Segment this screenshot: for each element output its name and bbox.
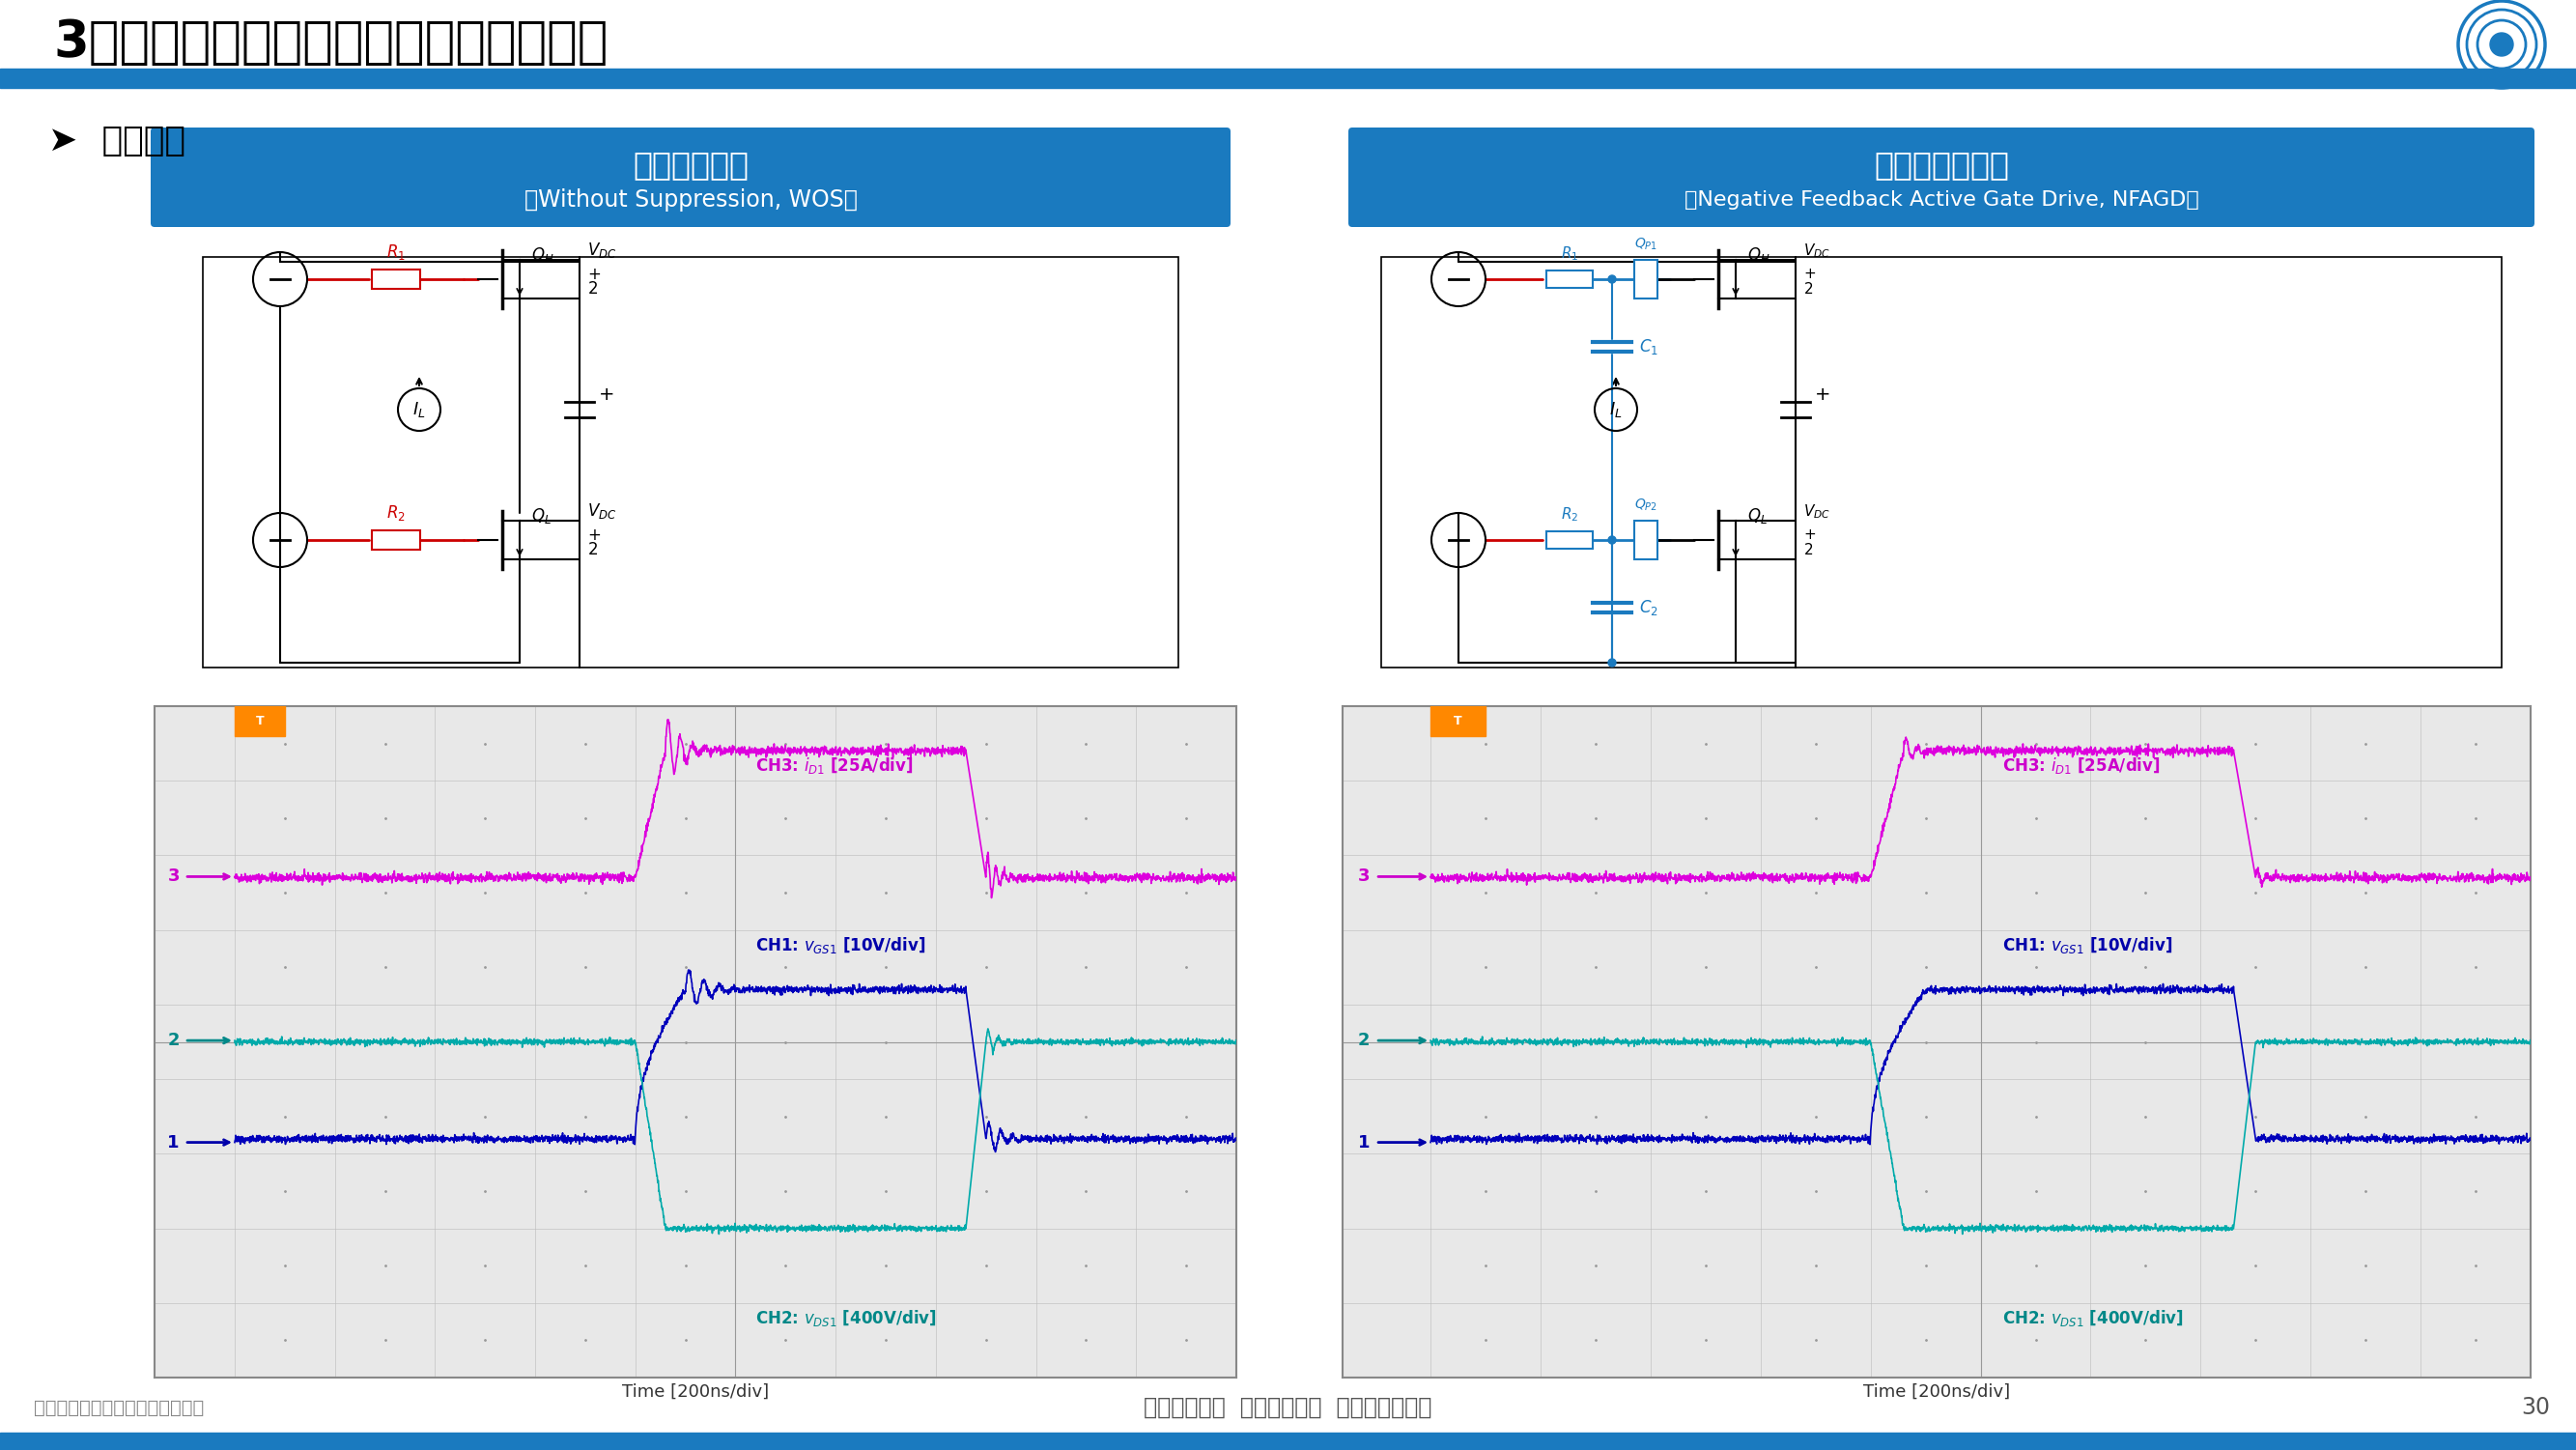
Text: 北京交通大学  电气工程学院  电力电子研究所: 北京交通大学 电气工程学院 电力电子研究所: [1144, 1396, 1432, 1420]
Text: $+$: $+$: [587, 265, 600, 283]
Text: ➤  对照实验: ➤ 对照实验: [49, 125, 185, 158]
Text: T: T: [1453, 715, 1463, 728]
Circle shape: [1607, 276, 1615, 283]
FancyBboxPatch shape: [149, 128, 1231, 228]
Text: $I_L$: $I_L$: [1610, 400, 1623, 419]
Text: $2$: $2$: [1803, 281, 1814, 297]
Bar: [1430, 706, 1486, 737]
Text: $Q_H$: $Q_H$: [1747, 245, 1770, 265]
Bar: [204, 257, 1177, 667]
Text: （Negative Feedback Active Gate Drive, NFAGD）: （Negative Feedback Active Gate Drive, NF…: [1685, 190, 2200, 210]
Text: CH3: $i_{D1}$ [25A/div]: CH3: $i_{D1}$ [25A/div]: [2002, 755, 2161, 776]
Circle shape: [2491, 33, 2514, 57]
Text: CH1: $v_{GS1}$ [10V/div]: CH1: $v_{GS1}$ [10V/div]: [755, 935, 925, 956]
Text: $Q_L$: $Q_L$: [1747, 506, 1767, 525]
Text: 2: 2: [167, 1032, 180, 1050]
Text: 3: 3: [1358, 869, 1370, 886]
Text: $+$: $+$: [1803, 528, 1816, 542]
Text: $V_{DC}$: $V_{DC}$: [587, 241, 616, 260]
Text: CH2: $v_{DS1}$ [400V/div]: CH2: $v_{DS1}$ [400V/div]: [755, 1308, 938, 1328]
Text: 30: 30: [2522, 1396, 2550, 1420]
Text: +: +: [598, 386, 616, 405]
Bar: [2494, 39, 2509, 52]
Text: $C_2$: $C_2$: [1638, 597, 1659, 618]
X-axis label: Time [200ns/div]: Time [200ns/div]: [1862, 1383, 2009, 1401]
Text: $C_1$: $C_1$: [1638, 338, 1659, 357]
Text: $Q_{P1}$: $Q_{P1}$: [1633, 236, 1656, 252]
Text: CH3: $i_{D1}$ [25A/div]: CH3: $i_{D1}$ [25A/div]: [755, 755, 914, 776]
Text: $2$: $2$: [587, 541, 598, 558]
Bar: [0, 1433, 2576, 1450]
Text: $R_1$: $R_1$: [386, 242, 404, 262]
Text: $V_{DC}$: $V_{DC}$: [587, 502, 616, 521]
Bar: [1381, 257, 2501, 667]
Text: $V_{DC}$: $V_{DC}$: [1803, 242, 1832, 260]
Text: CH2: $v_{DS1}$ [400V/div]: CH2: $v_{DS1}$ [400V/div]: [2002, 1308, 2184, 1328]
Text: $Q_{P2}$: $Q_{P2}$: [1633, 497, 1656, 513]
Text: +: +: [1816, 386, 1832, 405]
Text: 无抑制的驱动: 无抑制的驱动: [634, 148, 750, 180]
Text: 1: 1: [1358, 1134, 1370, 1151]
X-axis label: Time [200ns/div]: Time [200ns/div]: [621, 1383, 768, 1401]
Text: $I_L$: $I_L$: [412, 400, 425, 419]
Bar: [1546, 531, 1592, 548]
Circle shape: [1607, 658, 1615, 667]
Bar: [371, 270, 420, 289]
Bar: [0, 68, 2576, 88]
Text: $+$: $+$: [587, 526, 600, 544]
Text: 3、基于跨导增益负反馈机理的干扰抑制: 3、基于跨导增益负反馈机理的干扰抑制: [54, 17, 608, 68]
Text: $Q_L$: $Q_L$: [531, 506, 551, 525]
Text: $2$: $2$: [1803, 542, 1814, 557]
Text: $R_1$: $R_1$: [1561, 245, 1579, 262]
Text: $R_2$: $R_2$: [386, 503, 404, 522]
Text: 负反馈有源驱动: 负反馈有源驱动: [1873, 148, 2009, 180]
Text: $V_{DC}$: $V_{DC}$: [1803, 503, 1832, 521]
Text: $R_2$: $R_2$: [1561, 506, 1579, 523]
Text: CH1: $v_{GS1}$ [10V/div]: CH1: $v_{GS1}$ [10V/div]: [2002, 935, 2174, 956]
Bar: [234, 706, 286, 737]
Text: $2$: $2$: [587, 280, 598, 297]
Bar: [371, 531, 420, 550]
Text: T: T: [255, 715, 263, 728]
Text: （Without Suppression, WOS）: （Without Suppression, WOS）: [523, 188, 858, 212]
Text: $Q_H$: $Q_H$: [531, 245, 554, 265]
FancyBboxPatch shape: [1347, 128, 2535, 228]
Text: 中国电工技术学会新媒体平台发布: 中国电工技术学会新媒体平台发布: [33, 1398, 204, 1417]
Text: 2: 2: [1358, 1032, 1370, 1050]
Text: $+$: $+$: [1803, 267, 1816, 281]
Text: 3: 3: [167, 869, 180, 886]
Bar: [1633, 260, 1656, 299]
Text: 1: 1: [167, 1134, 180, 1151]
Bar: [1633, 521, 1656, 560]
Bar: [1546, 271, 1592, 289]
Circle shape: [1607, 536, 1615, 544]
